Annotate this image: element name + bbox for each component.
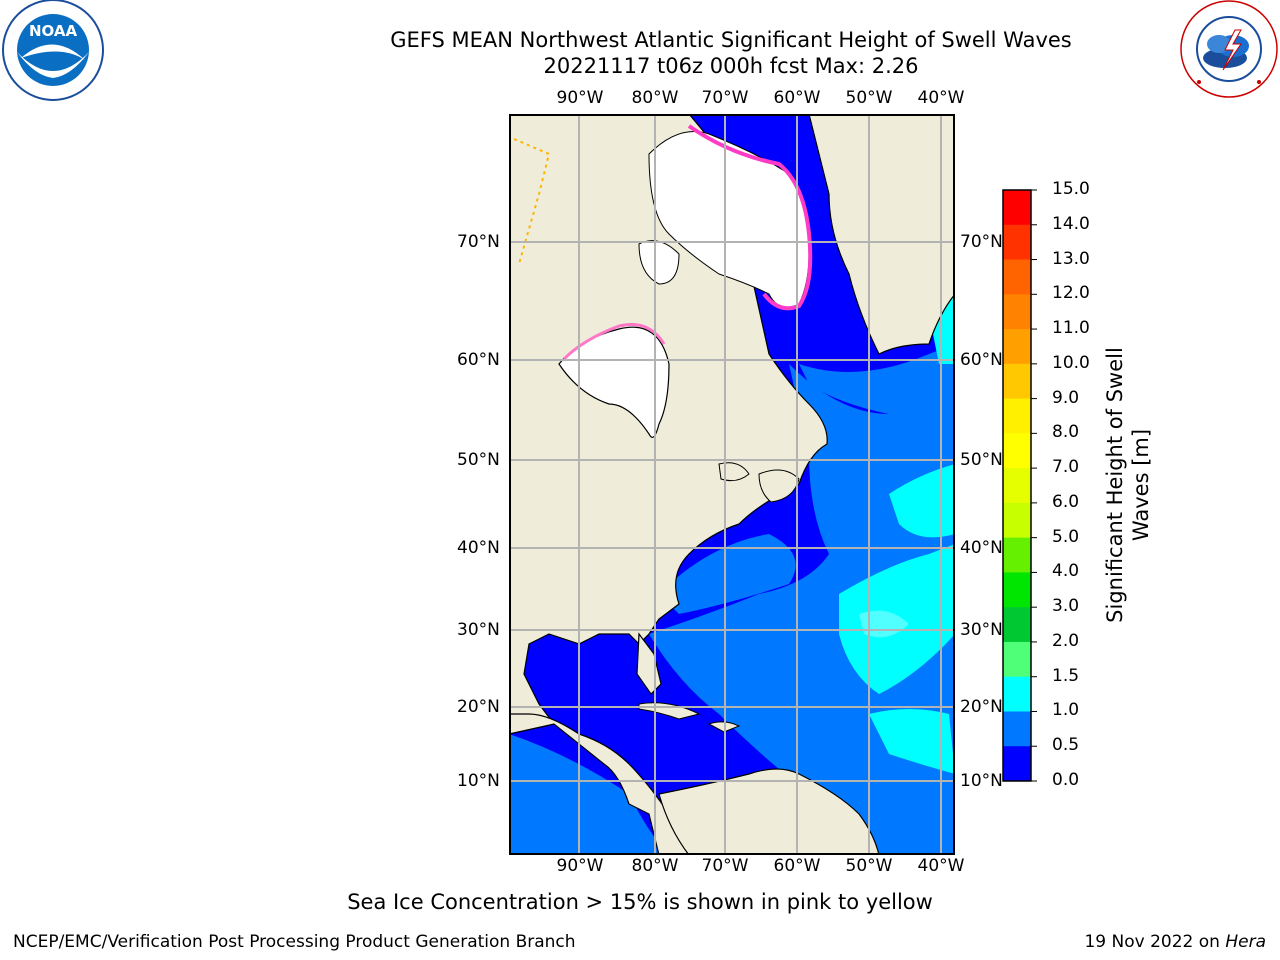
lon-label-top: 90°W <box>556 88 604 108</box>
colorbar-band <box>1003 329 1031 365</box>
lat-label-right: 60°N <box>960 350 1003 370</box>
colorbar-tick-label: 5.0 <box>1052 526 1080 547</box>
footer-date: 19 Nov 2022 on Hera <box>1084 932 1266 952</box>
colorbar-tick-label: 0.0 <box>1052 770 1080 790</box>
lon-label-bottom: 60°W <box>773 856 821 876</box>
lon-label-bottom: 50°W <box>845 856 893 876</box>
hudson-bay <box>558 326 670 438</box>
colorbar-band <box>1003 537 1031 573</box>
colorbar-tick-label: 7.0 <box>1052 457 1080 478</box>
graticule <box>509 114 955 855</box>
colorbar-band <box>1003 398 1031 434</box>
colorbar-band <box>1003 502 1031 539</box>
lat-label-left: 50°N <box>457 450 500 470</box>
lat-label-left: 30°N <box>457 620 500 640</box>
colorbar-band <box>1003 190 1031 226</box>
lat-label-left: 60°N <box>457 350 500 370</box>
map-panel <box>509 114 955 855</box>
colorbar-frame <box>1002 189 1032 782</box>
colorbar-band <box>1003 259 1031 295</box>
colorbar-tick-label: 1.0 <box>1052 700 1080 721</box>
lon-label-bottom: 70°W <box>701 856 749 876</box>
footer-credit: NCEP/EMC/Verification Post Processing Pr… <box>13 932 576 952</box>
land-greenland <box>808 114 955 355</box>
colorbar-tick-label: 1.5 <box>1052 665 1080 686</box>
colorbar-title: Significant Height of Swell Waves [m] <box>1103 347 1153 623</box>
lat-label-right: 70°N <box>960 232 1003 252</box>
chart-title: GEFS MEAN Northwest Atlantic Significant… <box>390 28 1072 52</box>
lat-label-right: 50°N <box>960 450 1003 470</box>
lat-label-right: 40°N <box>960 538 1003 558</box>
colorbar-band <box>1003 607 1031 643</box>
lon-label-top: 80°W <box>631 88 679 108</box>
lat-label-left: 20°N <box>457 697 500 717</box>
colorbar-tick-label: 6.0 <box>1052 491 1080 512</box>
footer-host: Hera <box>1225 932 1266 952</box>
colorbar-band <box>1003 676 1031 712</box>
noaa-logo-text: NOAA <box>29 22 78 40</box>
colorbar-tick-label: 11.0 <box>1052 318 1090 339</box>
land-south-america <box>658 768 880 855</box>
noaa-logo: NOAA <box>2 0 104 101</box>
colorbar-band <box>1003 224 1031 261</box>
nws-logo <box>1180 0 1278 98</box>
lat-label-left: 10°N <box>457 771 500 791</box>
lat-label-right: 30°N <box>960 620 1003 640</box>
colorbar-tick-label: 3.0 <box>1052 596 1080 617</box>
lon-label-bottom: 90°W <box>556 856 604 876</box>
lat-label-left: 70°N <box>457 232 500 252</box>
colorbar <box>1002 189 1037 782</box>
colorbar-band <box>1003 433 1031 469</box>
lon-label-top: 70°W <box>701 88 749 108</box>
colorbar-band <box>1003 468 1031 504</box>
colorbar-tick-label: 13.0 <box>1052 248 1090 269</box>
colorbar-tick-label: 9.0 <box>1052 387 1080 408</box>
lat-label-left: 40°N <box>457 538 500 558</box>
lon-label-top: 60°W <box>773 88 821 108</box>
colorbar-band <box>1003 363 1031 400</box>
lat-label-right: 10°N <box>960 771 1003 791</box>
colorbar-tick-label: 15.0 <box>1052 179 1090 199</box>
colorbar-tick-label: 4.0 <box>1052 561 1080 582</box>
sea-ice-edge <box>687 124 813 311</box>
colorbar-band <box>1003 746 1031 782</box>
colorbar-tick-label: 2.0 <box>1052 630 1080 651</box>
colorbar-band <box>1003 711 1031 747</box>
sea-ice-note: Sea Ice Concentration > 15% is shown in … <box>347 890 933 914</box>
lon-label-top: 40°W <box>917 88 965 108</box>
colorbar-tick-label: 8.0 <box>1052 422 1080 443</box>
colorbar-band <box>1003 294 1031 330</box>
colorbar-tick-label: 12.0 <box>1052 283 1090 304</box>
lon-label-bottom: 80°W <box>631 856 679 876</box>
colorbar-band <box>1003 572 1031 608</box>
colorbar-tick-label: 14.0 <box>1052 213 1090 234</box>
lat-label-right: 20°N <box>960 697 1003 717</box>
colorbar-band <box>1003 641 1031 678</box>
lon-label-bottom: 40°W <box>917 856 965 876</box>
chart-subtitle: 20221117 t06z 000h fcst Max: 2.26 <box>543 54 919 78</box>
colorbar-tick-label: 0.5 <box>1052 735 1080 756</box>
lon-label-top: 50°W <box>845 88 893 108</box>
footer-date-text: 19 Nov 2022 on <box>1084 932 1226 952</box>
colorbar-tick-label: 10.0 <box>1052 352 1090 373</box>
